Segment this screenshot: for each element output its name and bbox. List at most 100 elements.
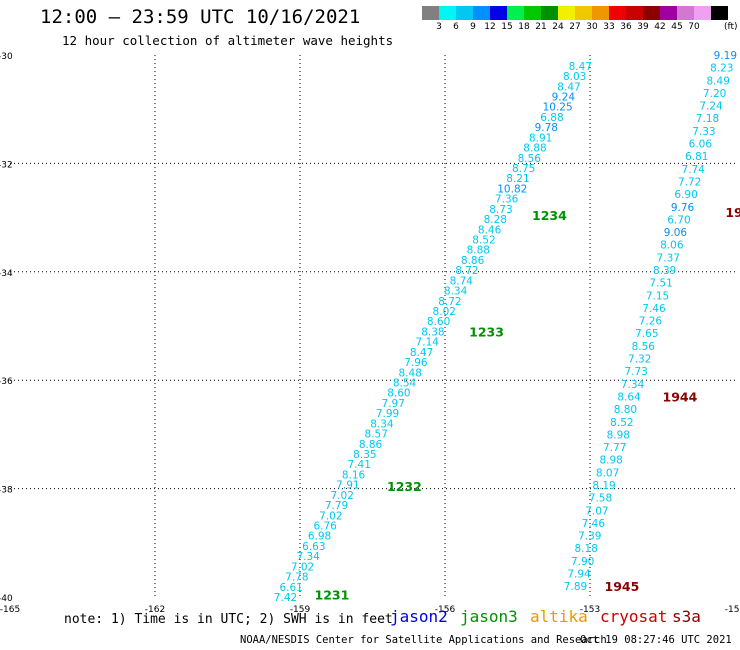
x-tick-label: -162 [145, 605, 165, 615]
legend-label: 42 [654, 22, 666, 32]
pass-time-label: 1232 [387, 479, 422, 494]
wave-height-label: 7.94 [567, 569, 591, 581]
wave-height-label: 8.23 [710, 63, 733, 75]
legend-label: 33 [603, 22, 615, 32]
wave-height-label: 7.18 [696, 113, 719, 125]
wave-height-label: 7.33 [692, 126, 715, 138]
wave-height-label: 8.34 [370, 418, 394, 430]
y-tick-label: -40 [0, 594, 13, 604]
legend-swatch [422, 6, 439, 20]
wave-height-label: 10.25 [543, 102, 573, 114]
pass-time-label: 1944 [663, 389, 698, 404]
wave-height-label: 7.24 [699, 101, 723, 113]
wave-height-label: 6.88 [540, 112, 563, 124]
wave-height-label: 7.39 [578, 531, 601, 543]
wave-height-label: 8.19 [592, 480, 615, 492]
legend-swatch [524, 6, 541, 20]
pass-time-label: 1231 [315, 587, 350, 602]
legend-swatch [592, 6, 609, 20]
wave-height-label: 7.42 [274, 592, 297, 604]
wave-height-label: 8.54 [393, 377, 417, 389]
wave-height-label: 7.51 [649, 278, 672, 290]
legend-swatch [439, 6, 456, 20]
wave-height-label: 8.72 [438, 296, 461, 308]
y-tick-label: -36 [0, 377, 13, 387]
wave-height-label: 8.75 [512, 163, 535, 175]
y-tick-label: -32 [0, 160, 13, 170]
legend-label: 15 [501, 22, 513, 32]
wave-height-label: 8.80 [614, 404, 637, 416]
agency-credit: NOAA/NESDIS Center for Satellite Applica… [240, 634, 607, 646]
pass-time-label: 1943 [725, 205, 740, 220]
satellite-jason3: jason3 [460, 607, 518, 626]
wave-height-label: 8.73 [489, 204, 512, 216]
wave-height-label: 7.46 [642, 303, 666, 315]
legend-label: 18 [518, 22, 530, 32]
legend-swatch [660, 6, 677, 20]
satellite-jason2: jason2 [390, 607, 448, 626]
wave-height-label: 7.91 [336, 480, 359, 492]
wave-height-label: 7.02 [319, 510, 342, 522]
legend-label: 36 [620, 22, 632, 32]
wave-height-label: 8.07 [596, 467, 619, 479]
legend-label: 6 [453, 22, 459, 32]
wave-height-label: 8.56 [518, 153, 542, 165]
wave-height-label: 8.60 [427, 316, 450, 328]
legend-swatch [626, 6, 643, 20]
legend-swatch [575, 6, 592, 20]
wave-height-label: 7.14 [416, 337, 440, 349]
wave-height-label: 6.76 [313, 520, 337, 532]
wave-height-label: 7.79 [325, 500, 348, 512]
wave-height-label: 8.98 [607, 429, 630, 441]
legend-label: 12 [484, 22, 496, 32]
wave-height-label: 6.63 [302, 541, 325, 553]
wave-height-label: 8.91 [529, 132, 552, 144]
wave-height-label: 8.46 [478, 224, 502, 236]
legend-swatch [541, 6, 558, 20]
x-tick-label: -165 [0, 605, 20, 615]
wave-height-label: 8.38 [421, 326, 444, 338]
wave-height-label: 8.02 [433, 306, 456, 318]
generated-time: Oct 19 08:27:46 UTC 2021 [580, 634, 732, 646]
pass-time-label: 1945 [605, 579, 640, 594]
satellite-s3a: s3a [672, 607, 701, 626]
legend-swatch [558, 6, 575, 20]
wave-height-label: 9.78 [535, 122, 558, 134]
wave-height-label: 8.34 [444, 286, 468, 298]
wave-height-label: 7.77 [603, 442, 626, 454]
legend-swatch [609, 6, 626, 20]
legend-swatch [473, 6, 490, 20]
wave-height-label: 8.35 [353, 449, 376, 461]
legend-swatch [456, 6, 473, 20]
legend-swatch [507, 6, 524, 20]
wave-height-label: 8.98 [599, 455, 622, 467]
wave-height-label: 7.74 [682, 164, 706, 176]
x-tick-label: -156 [435, 605, 456, 615]
wave-height-label: 8.47 [557, 81, 580, 93]
wave-height-label: 8.88 [523, 143, 546, 155]
wave-height-label: 8.52 [610, 417, 633, 429]
wave-height-label: 8.18 [575, 543, 598, 555]
wave-height-label: 8.60 [387, 388, 410, 400]
wave-height-label: 9.06 [664, 227, 688, 239]
wave-height-label: 10.82 [497, 183, 527, 195]
x-tick-label: -159 [290, 605, 311, 615]
wave-height-label: 7.34 [296, 551, 320, 563]
wave-height-label: 7.15 [646, 290, 669, 302]
wave-height-label: 8.03 [563, 71, 586, 83]
wave-height-label: 8.64 [617, 391, 641, 403]
wave-height-label: 7.97 [382, 398, 405, 410]
x-tick-label: -153 [580, 605, 600, 615]
wave-height-label: 7.96 [404, 357, 428, 369]
legend-label: 45 [671, 22, 683, 32]
wave-height-label: 7.34 [621, 379, 645, 391]
pass-time-label: 1234 [532, 208, 567, 223]
wave-height-label: 7.26 [639, 316, 663, 328]
wave-height-label: 7.02 [291, 561, 314, 573]
wave-height-label: 9.24 [552, 91, 576, 103]
wave-height-label: 8.52 [472, 234, 495, 246]
legend-swatch [643, 6, 660, 20]
wave-height-label: 7.99 [376, 408, 399, 420]
wave-height-label: 8.86 [461, 255, 485, 267]
legend-label: 39 [637, 22, 649, 32]
